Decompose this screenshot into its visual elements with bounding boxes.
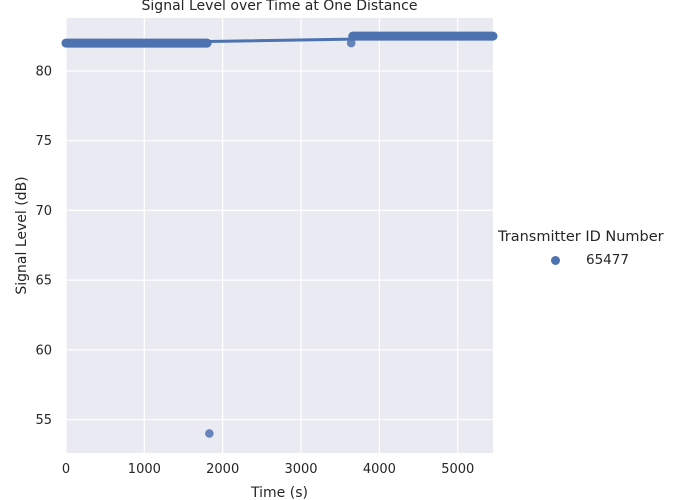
legend-marker-icon bbox=[551, 255, 560, 265]
data-point bbox=[108, 38, 118, 48]
y-tick-label: 60 bbox=[35, 343, 52, 358]
legend-entry: 65477 bbox=[548, 252, 629, 268]
y-tick-label: 70 bbox=[35, 204, 52, 219]
data-point bbox=[423, 31, 433, 41]
chart-title: Signal Level over Time at One Distance bbox=[142, 0, 418, 14]
data-point bbox=[367, 31, 376, 41]
data-point bbox=[386, 31, 395, 41]
y-axis-label: Signal Level (dB) bbox=[14, 176, 30, 294]
x-tick-label: 2000 bbox=[206, 462, 239, 477]
data-point bbox=[488, 31, 498, 41]
data-point bbox=[404, 31, 414, 41]
y-tick-labels: 55 60 65 70 75 80 bbox=[35, 64, 52, 428]
data-point bbox=[202, 38, 212, 48]
data-point bbox=[183, 38, 193, 48]
x-tick-label: 1000 bbox=[128, 462, 161, 477]
x-tick-label: 0 bbox=[62, 462, 70, 477]
data-point bbox=[451, 31, 461, 41]
data-point bbox=[470, 31, 480, 41]
data-point bbox=[174, 38, 184, 48]
data-point bbox=[118, 38, 127, 48]
data-point bbox=[80, 38, 90, 48]
y-tick-label: 75 bbox=[35, 134, 52, 149]
data-point bbox=[71, 38, 80, 48]
x-tick-label: 4000 bbox=[363, 462, 396, 477]
y-tick-label: 55 bbox=[35, 413, 52, 428]
data-point bbox=[376, 31, 386, 41]
y-tick-label: 80 bbox=[35, 64, 52, 79]
data-point bbox=[348, 31, 358, 41]
data-point bbox=[136, 38, 146, 48]
data-point bbox=[461, 31, 470, 41]
data-point bbox=[433, 31, 442, 41]
plot-area bbox=[66, 18, 493, 453]
data-point bbox=[127, 38, 137, 48]
x-tick-label: 5000 bbox=[441, 462, 474, 477]
x-axis-label: Time (s) bbox=[250, 485, 308, 500]
legend-title: Transmitter ID Number bbox=[498, 229, 664, 245]
legend-entry-label: 65477 bbox=[586, 252, 629, 268]
data-point bbox=[480, 31, 489, 41]
grid-lines bbox=[65, 18, 493, 453]
data-point bbox=[146, 38, 155, 48]
data-point bbox=[99, 38, 108, 48]
data-point bbox=[357, 31, 367, 41]
data-point bbox=[414, 31, 423, 41]
data-point bbox=[89, 38, 99, 48]
scatter-points-group bbox=[61, 31, 498, 438]
data-point bbox=[165, 38, 174, 48]
data-point bbox=[205, 429, 214, 438]
data-point bbox=[155, 38, 165, 48]
data-point bbox=[193, 38, 202, 48]
data-point bbox=[61, 38, 71, 48]
data-point bbox=[442, 31, 452, 41]
data-point bbox=[395, 31, 405, 41]
x-tick-label: 3000 bbox=[284, 462, 317, 477]
x-tick-labels: 0 1000 2000 3000 4000 5000 bbox=[62, 462, 474, 477]
data-point bbox=[346, 38, 356, 48]
y-tick-label: 65 bbox=[35, 274, 52, 289]
